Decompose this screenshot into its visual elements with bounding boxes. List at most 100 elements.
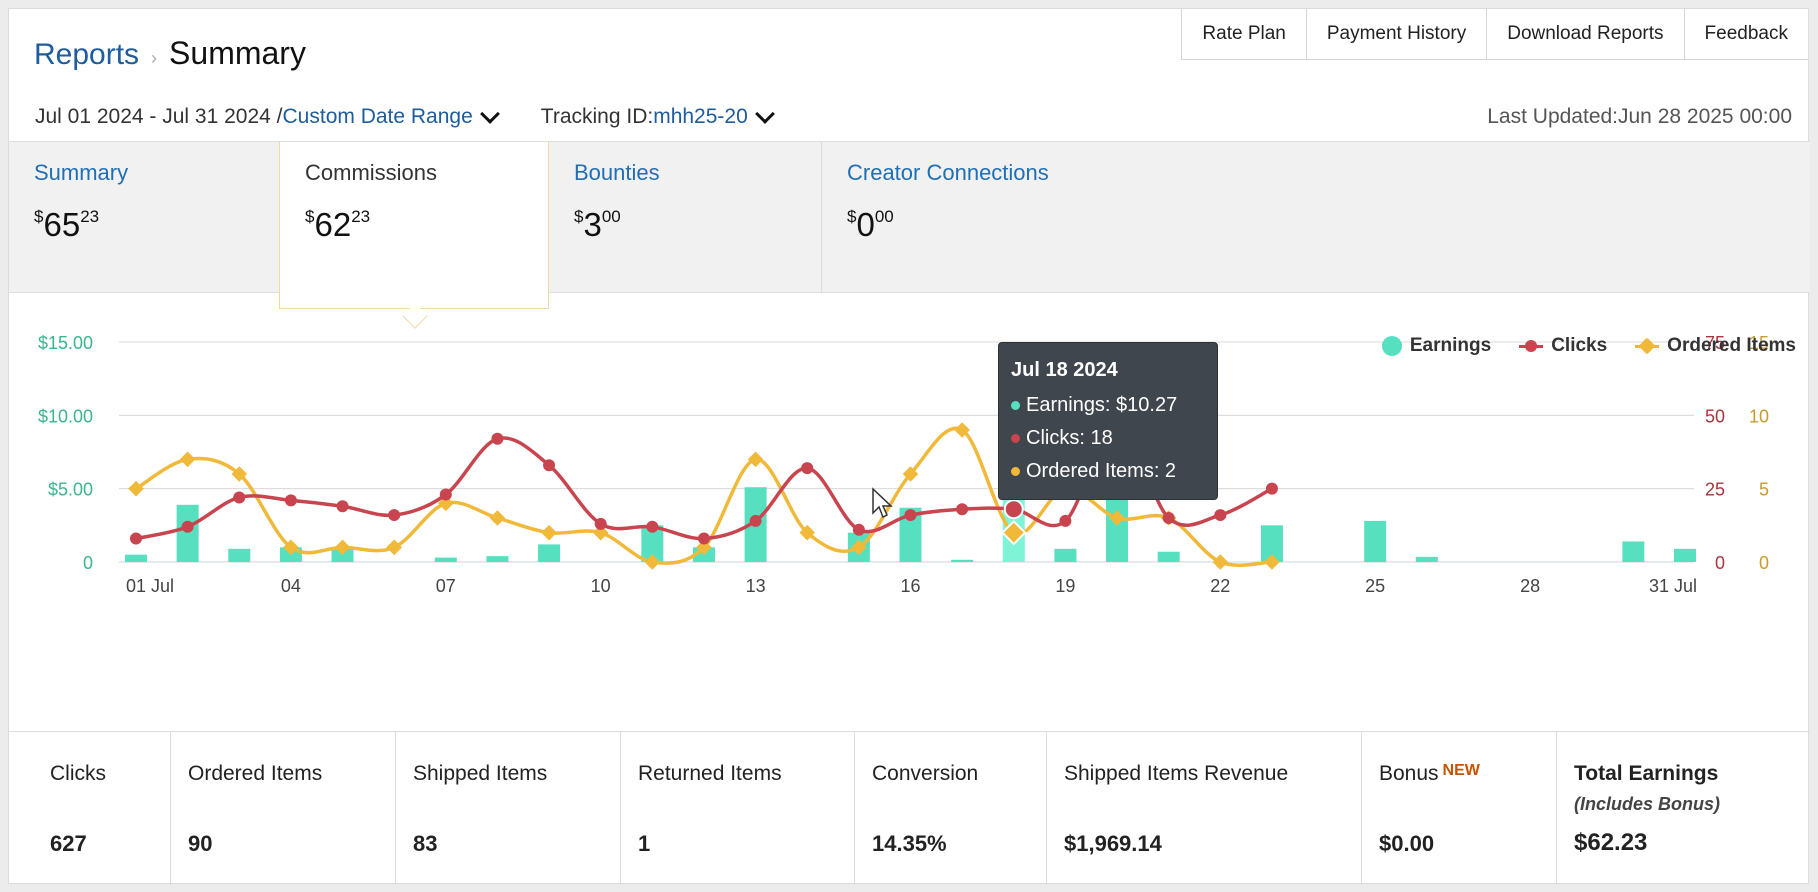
stat-total-earnings: Total Earnings (Includes Bonus) $62.23 bbox=[1557, 732, 1810, 885]
tab-summary[interactable]: Summary $6523 bbox=[9, 142, 279, 292]
breadcrumb-reports-link[interactable]: Reports bbox=[34, 38, 140, 71]
clicks-point bbox=[439, 488, 452, 501]
tracking-id-label: Tracking ID: bbox=[540, 105, 654, 128]
date-mode-dropdown[interactable]: Custom Date Range bbox=[282, 105, 473, 128]
tooltip-ordered: Ordered Items: 2 bbox=[1026, 460, 1177, 482]
earnings-bar bbox=[228, 548, 251, 562]
breadcrumb-separator: › bbox=[151, 48, 158, 68]
tab-summary-label: Summary bbox=[34, 160, 129, 185]
stat-label: Bonus NEW bbox=[1379, 762, 1480, 785]
clicks-dot-icon bbox=[1011, 434, 1020, 443]
legend-ordered-items[interactable]: Ordered Items bbox=[1635, 335, 1796, 357]
ordered-items-point bbox=[179, 451, 196, 468]
stat-returned-items: Returned Items 1 bbox=[621, 732, 855, 885]
earnings-bar bbox=[538, 544, 561, 562]
earnings-swatch bbox=[1381, 336, 1402, 356]
y-right-ordered-tick-label: 0 bbox=[1759, 553, 1769, 573]
tab-bounties[interactable]: Bounties $300 bbox=[549, 142, 821, 292]
legend-earnings-label: Earnings bbox=[1409, 335, 1492, 356]
ordered-items-point bbox=[747, 451, 764, 468]
clicks-point bbox=[130, 532, 142, 545]
stat-value: $62.23 bbox=[1574, 829, 1648, 856]
stat-clicks: Clicks 627 bbox=[9, 732, 171, 885]
clicks-point bbox=[233, 491, 246, 504]
date-range-text: Jul 01 2024 - Jul 31 2024 / bbox=[35, 105, 283, 128]
x-tick-label: 16 bbox=[900, 576, 920, 596]
download-reports-button[interactable]: Download Reports bbox=[1486, 9, 1684, 60]
stat-ordered-items: Ordered Items 90 bbox=[171, 732, 396, 885]
report-filters: Jul 01 2024 - Jul 31 2024 / Custom Date … bbox=[35, 104, 780, 129]
tab-commissions[interactable]: Commissions $6223 bbox=[279, 142, 549, 309]
earnings-tabs: Summary $6523 Commissions $6223 Bounties… bbox=[9, 141, 1810, 309]
earnings-bar bbox=[1415, 556, 1438, 562]
clicks-point bbox=[284, 494, 297, 507]
tab-commissions-label: Commissions bbox=[305, 160, 438, 185]
chevron-down-icon[interactable] bbox=[479, 104, 500, 124]
top-actions: Rate Plan Payment History Download Repor… bbox=[1181, 9, 1808, 60]
clicks-point bbox=[336, 500, 349, 513]
stat-value: 627 bbox=[50, 831, 87, 856]
earnings-bar bbox=[176, 504, 199, 562]
tracking-id-value[interactable]: mhh25-20 bbox=[653, 105, 748, 128]
breadcrumb: Reports › Summary bbox=[34, 35, 306, 72]
clicks-point bbox=[852, 523, 865, 536]
clicks-point bbox=[1214, 509, 1227, 522]
y-right-ordered-tick-label: 15 bbox=[1749, 333, 1769, 353]
x-tick-label: 04 bbox=[281, 576, 301, 596]
stat-sublabel: (Includes Bonus) bbox=[1574, 794, 1721, 814]
mouse-cursor-icon bbox=[872, 487, 893, 519]
stat-label: Ordered Items bbox=[188, 762, 323, 785]
tab-bounties-amount: $300 bbox=[574, 206, 621, 243]
earnings-bar bbox=[434, 557, 457, 562]
stat-label: Returned Items bbox=[638, 762, 782, 785]
stat-value: 90 bbox=[188, 831, 213, 856]
earnings-bar bbox=[1106, 493, 1129, 562]
chevron-down-icon[interactable] bbox=[754, 104, 775, 124]
earnings-bar bbox=[1054, 548, 1077, 562]
clicks-point bbox=[543, 459, 556, 472]
y-left-tick-label: $15.00 bbox=[38, 333, 93, 353]
x-tick-label: 01 Jul bbox=[126, 576, 174, 596]
tooltip-clicks-row: Clicks: 18 bbox=[1011, 427, 1205, 450]
feedback-button[interactable]: Feedback bbox=[1683, 9, 1808, 60]
stat-bonus: Bonus NEW $0.00 bbox=[1362, 732, 1557, 885]
ordered-items-point bbox=[128, 480, 144, 497]
y-right-clicks-tick-label: 75 bbox=[1705, 333, 1725, 353]
ordered-items-point bbox=[1212, 554, 1229, 570]
clicks-point bbox=[646, 520, 659, 533]
tab-creator-connections[interactable]: Creator Connections $000 bbox=[821, 142, 1221, 292]
earnings-bar bbox=[641, 525, 664, 562]
ordered-dot-icon bbox=[1011, 467, 1020, 476]
earnings-dot-icon bbox=[1011, 401, 1020, 410]
earnings-bar bbox=[1364, 520, 1387, 562]
legend-clicks[interactable]: Clicks bbox=[1519, 335, 1607, 357]
legend-earnings[interactable]: Earnings bbox=[1381, 335, 1492, 357]
stat-shipped-revenue: Shipped Items Revenue $1,969.14 bbox=[1047, 732, 1362, 885]
earnings-bar bbox=[125, 554, 147, 562]
payment-history-button[interactable]: Payment History bbox=[1305, 9, 1487, 60]
legend-ordered-label: Ordered Items bbox=[1667, 335, 1796, 356]
ordered-items-point bbox=[1109, 510, 1125, 526]
page-title: Summary bbox=[169, 35, 306, 71]
tab-summary-amount: $6523 bbox=[34, 206, 100, 243]
stat-value: $1,969.14 bbox=[1064, 831, 1162, 856]
y-left-tick-label: $10.00 bbox=[38, 406, 93, 426]
y-left-tick-label: $5.00 bbox=[48, 480, 93, 500]
stat-value: 1 bbox=[638, 831, 651, 856]
rate-plan-button[interactable]: Rate Plan bbox=[1181, 9, 1306, 60]
clicks-point bbox=[1003, 499, 1024, 520]
stats-bar: Clicks 627 Ordered Items 90 Shipped Item… bbox=[9, 731, 1810, 885]
clicks-point bbox=[749, 514, 762, 527]
ordered-items-point bbox=[541, 524, 557, 541]
clicks-point bbox=[904, 509, 917, 522]
ordered-items-point bbox=[489, 510, 506, 526]
earnings-bar bbox=[486, 556, 509, 562]
stat-label: Shipped Items Revenue bbox=[1064, 762, 1289, 785]
chart-tooltip: Jul 18 2024 Earnings: $10.27 Clicks: 18 … bbox=[998, 342, 1218, 500]
ordered-items-point bbox=[386, 539, 402, 556]
x-tick-label: 13 bbox=[746, 576, 766, 596]
clicks-point bbox=[491, 432, 504, 445]
tracking-id-dropdown[interactable]: Tracking ID: mhh25-20 bbox=[540, 104, 780, 129]
stat-value: 14.35% bbox=[872, 831, 947, 856]
stat-conversion: Conversion 14.35% bbox=[855, 732, 1047, 885]
